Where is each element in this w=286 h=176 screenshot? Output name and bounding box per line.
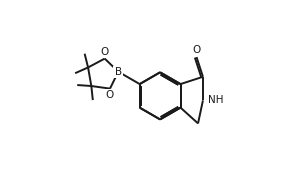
Text: O: O — [193, 45, 201, 55]
Text: O: O — [101, 47, 109, 57]
Text: O: O — [105, 90, 113, 100]
Text: NH: NH — [208, 95, 223, 105]
Text: B: B — [114, 67, 122, 77]
